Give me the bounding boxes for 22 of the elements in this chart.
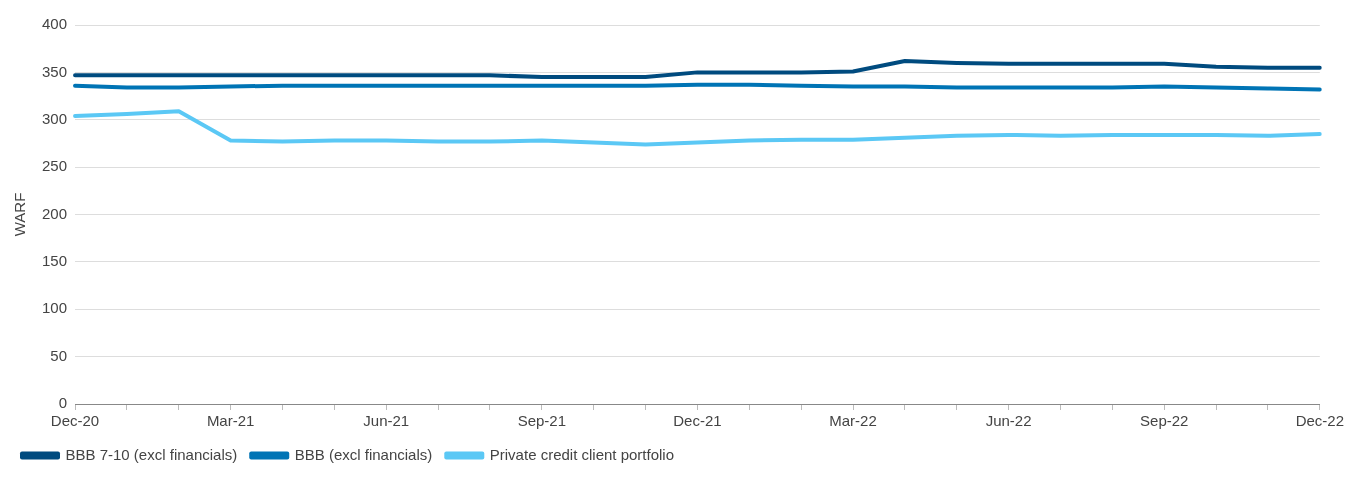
- x-tick-label: Jun-21: [363, 412, 410, 430]
- y-tick-label: 50: [50, 346, 68, 364]
- y-axis-title: WARF: [11, 192, 29, 237]
- x-tick-label: Dec-22: [1295, 412, 1344, 430]
- x-tick-label: Dec-20: [50, 412, 100, 430]
- y-tick-label: 350: [42, 62, 68, 80]
- x-tick-label: Sep-22: [1140, 412, 1189, 430]
- y-tick-label: 400: [42, 15, 68, 33]
- x-tick-label: Mar-22: [829, 412, 877, 430]
- legend-label: BBB 7-10 (excl financials): [65, 445, 238, 463]
- y-tick-label: 100: [42, 299, 68, 317]
- legend-label: Private credit client portfolio: [489, 445, 675, 463]
- x-tick-label: Sep-21: [517, 412, 567, 430]
- x-tick-label: Dec-21: [673, 412, 722, 430]
- x-tick-label: Mar-21: [206, 412, 255, 430]
- y-tick-label: 0: [58, 394, 68, 412]
- y-tick-label: 200: [42, 204, 68, 222]
- y-tick-label: 250: [42, 157, 68, 175]
- y-tick-label: 150: [42, 252, 68, 270]
- x-tick-label: Jun-22: [985, 412, 1032, 430]
- legend-label: BBB (excl financials): [294, 445, 433, 463]
- y-tick-label: 300: [42, 109, 68, 127]
